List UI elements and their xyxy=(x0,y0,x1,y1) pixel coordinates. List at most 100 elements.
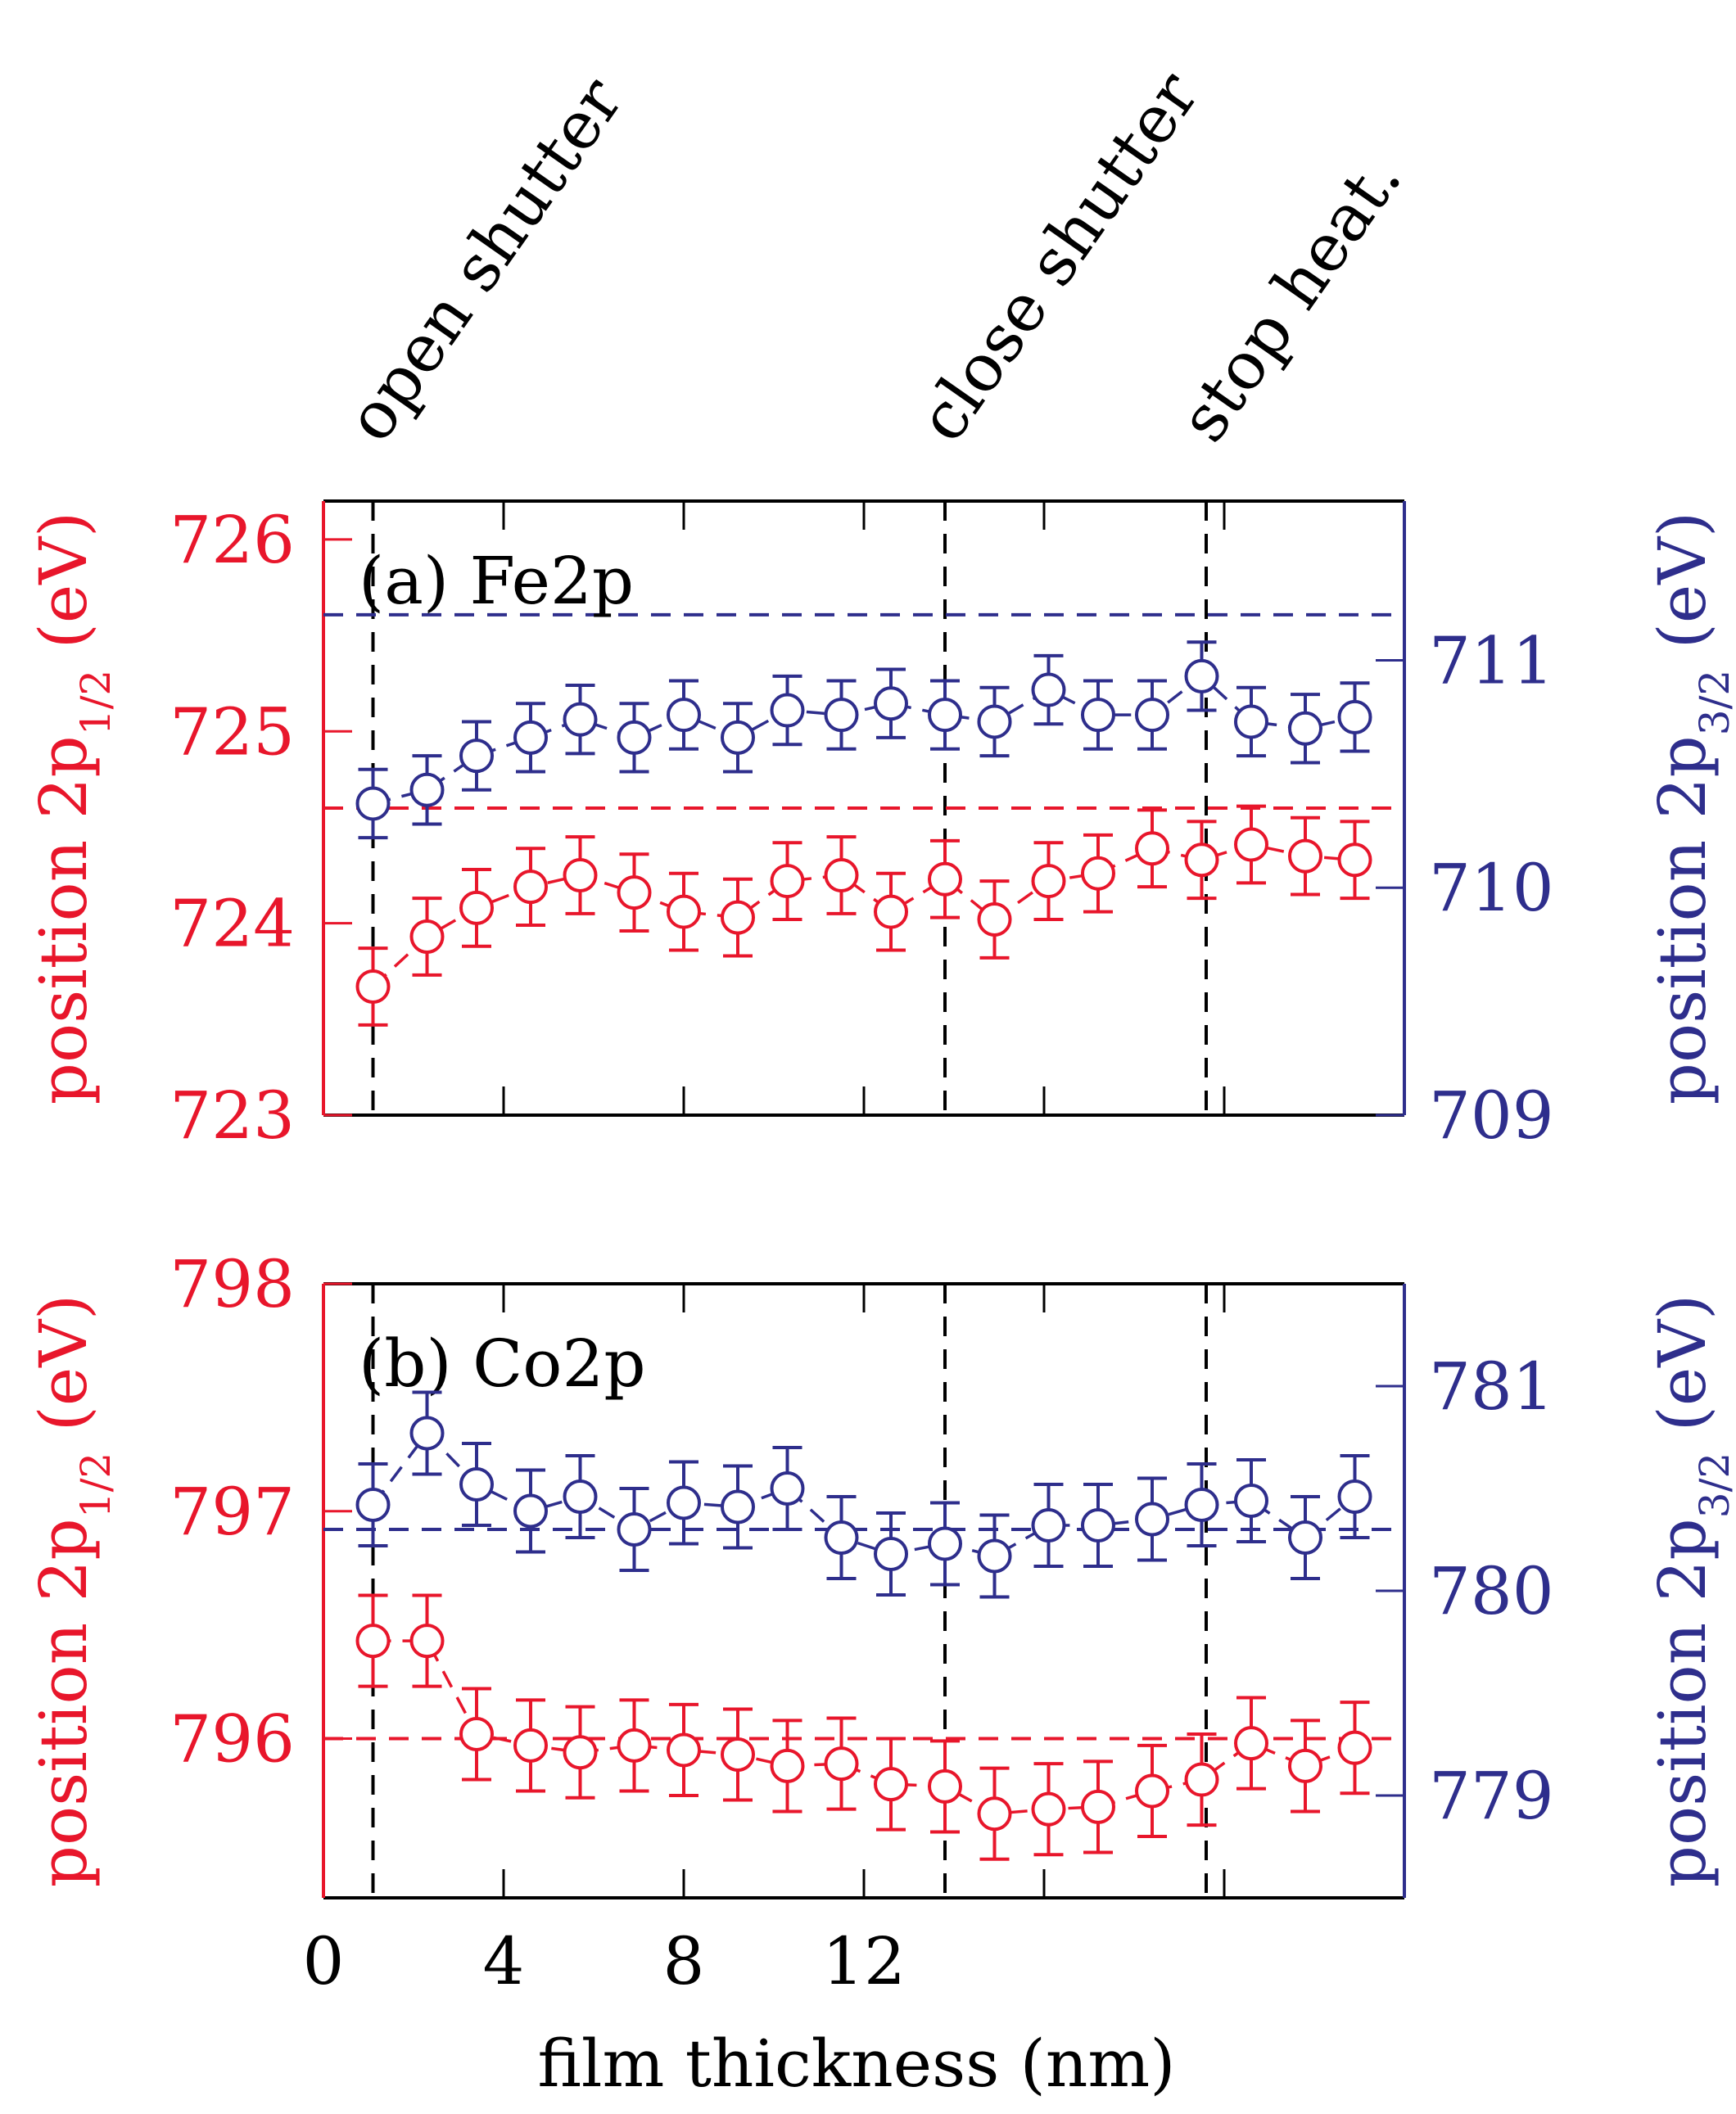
data-point xyxy=(1135,1773,1169,1809)
data-point xyxy=(928,1768,962,1804)
data-point xyxy=(1184,842,1219,878)
right-tick-label: 711 xyxy=(1429,622,1554,698)
data-point xyxy=(409,772,445,807)
panel-label: (a) Fe2p xyxy=(359,543,634,619)
data-point xyxy=(977,1538,1012,1574)
annotation-label: close shutter xyxy=(903,58,1214,455)
data-point xyxy=(1135,1502,1169,1537)
data-point xyxy=(1081,856,1115,891)
data-point xyxy=(409,1624,445,1659)
data-point xyxy=(1135,831,1169,866)
series-2p3-2 xyxy=(355,640,1372,840)
data-point xyxy=(1337,699,1372,734)
x-tick-label: 4 xyxy=(483,1923,525,1999)
left-tick-label: 724 xyxy=(170,886,295,962)
right-tick-label: 780 xyxy=(1429,1553,1554,1629)
data-point xyxy=(824,1520,859,1555)
data-point xyxy=(1337,1479,1372,1514)
left-tick-label: 797 xyxy=(170,1474,295,1550)
data-point xyxy=(1288,838,1322,874)
data-point xyxy=(667,1485,701,1520)
data-point xyxy=(1337,1730,1372,1765)
left-axis-title-sub: 1/2 xyxy=(72,1452,120,1518)
data-point xyxy=(513,870,548,905)
right-axis-title: position 2p3/2 (eV) xyxy=(1644,512,1736,1104)
data-point xyxy=(721,1737,755,1772)
right-axis-title: position 2p3/2 (eV) xyxy=(1644,1294,1736,1887)
data-point xyxy=(928,698,962,733)
series-2p1-2 xyxy=(355,804,1372,1027)
data-point xyxy=(1081,698,1115,733)
left-tick-label: 796 xyxy=(170,1701,295,1777)
data-point xyxy=(617,720,652,755)
data-point xyxy=(770,1748,805,1783)
data-point xyxy=(824,858,859,893)
data-point xyxy=(1337,842,1372,878)
data-point xyxy=(563,702,598,737)
data-point xyxy=(667,1732,701,1768)
data-point xyxy=(928,861,962,897)
right-tick-label: 779 xyxy=(1429,1758,1554,1834)
data-point xyxy=(355,1488,391,1522)
data-point xyxy=(824,698,859,733)
data-point xyxy=(563,858,598,893)
right-axis-title-sub: 3/2 xyxy=(1691,1452,1736,1518)
data-point xyxy=(1135,698,1169,733)
right-axis-title-sub: 3/2 xyxy=(1691,670,1736,735)
data-point xyxy=(513,1493,548,1529)
data-point xyxy=(721,900,755,935)
data-point xyxy=(355,969,391,1004)
data-point xyxy=(874,894,908,929)
series-2p1-2 xyxy=(355,1593,1372,1861)
left-axis-title: position 2p1/2 (eV) xyxy=(25,1294,120,1887)
data-point xyxy=(1031,672,1066,707)
right-axis-title-unit: (eV) xyxy=(1644,1294,1720,1452)
data-point xyxy=(721,720,755,755)
data-point xyxy=(1184,1762,1219,1797)
data-point xyxy=(1234,704,1268,739)
left-axis-title: position 2p1/2 (eV) xyxy=(25,512,120,1104)
x-tick-label: 8 xyxy=(663,1923,705,1999)
panel-label: (b) Co2p xyxy=(359,1326,646,1402)
left-axis-title-unit: (eV) xyxy=(25,512,102,670)
data-point xyxy=(1234,1726,1268,1761)
data-point xyxy=(1031,864,1066,899)
data-point xyxy=(667,698,701,733)
data-point xyxy=(977,704,1012,739)
right-tick-label: 710 xyxy=(1429,850,1554,926)
data-point xyxy=(459,739,494,774)
right-tick-label: 781 xyxy=(1429,1348,1554,1425)
annotation-label: stop heat. xyxy=(1164,142,1416,455)
x-tick-label: 12 xyxy=(822,1923,906,1999)
data-point xyxy=(1288,711,1322,746)
data-point xyxy=(874,686,908,721)
series-line xyxy=(372,1430,1356,1558)
left-tick-label: 798 xyxy=(170,1246,295,1322)
data-point xyxy=(770,693,805,728)
x-axis-title: film thickness (nm) xyxy=(538,2026,1176,2102)
right-tick-label: 709 xyxy=(1429,1077,1554,1154)
data-point xyxy=(355,786,391,821)
data-point xyxy=(409,1416,445,1451)
data-point xyxy=(563,1735,598,1770)
data-point xyxy=(513,1728,548,1763)
data-point xyxy=(874,1537,908,1571)
data-point xyxy=(1288,1748,1322,1783)
data-point xyxy=(459,1717,494,1751)
data-point xyxy=(617,1512,652,1547)
data-point xyxy=(667,894,701,929)
annotation-label: open shutter xyxy=(332,64,638,455)
data-point xyxy=(513,720,548,755)
data-point xyxy=(617,1728,652,1763)
data-point xyxy=(563,1479,598,1514)
data-point xyxy=(1081,1789,1115,1824)
data-point xyxy=(1234,1484,1268,1518)
data-point xyxy=(355,1624,391,1659)
left-tick-label: 725 xyxy=(170,693,295,770)
data-point xyxy=(928,1526,962,1561)
data-point xyxy=(1288,1520,1322,1555)
right-axis-title-unit: (eV) xyxy=(1644,512,1720,670)
data-point xyxy=(770,1471,805,1506)
